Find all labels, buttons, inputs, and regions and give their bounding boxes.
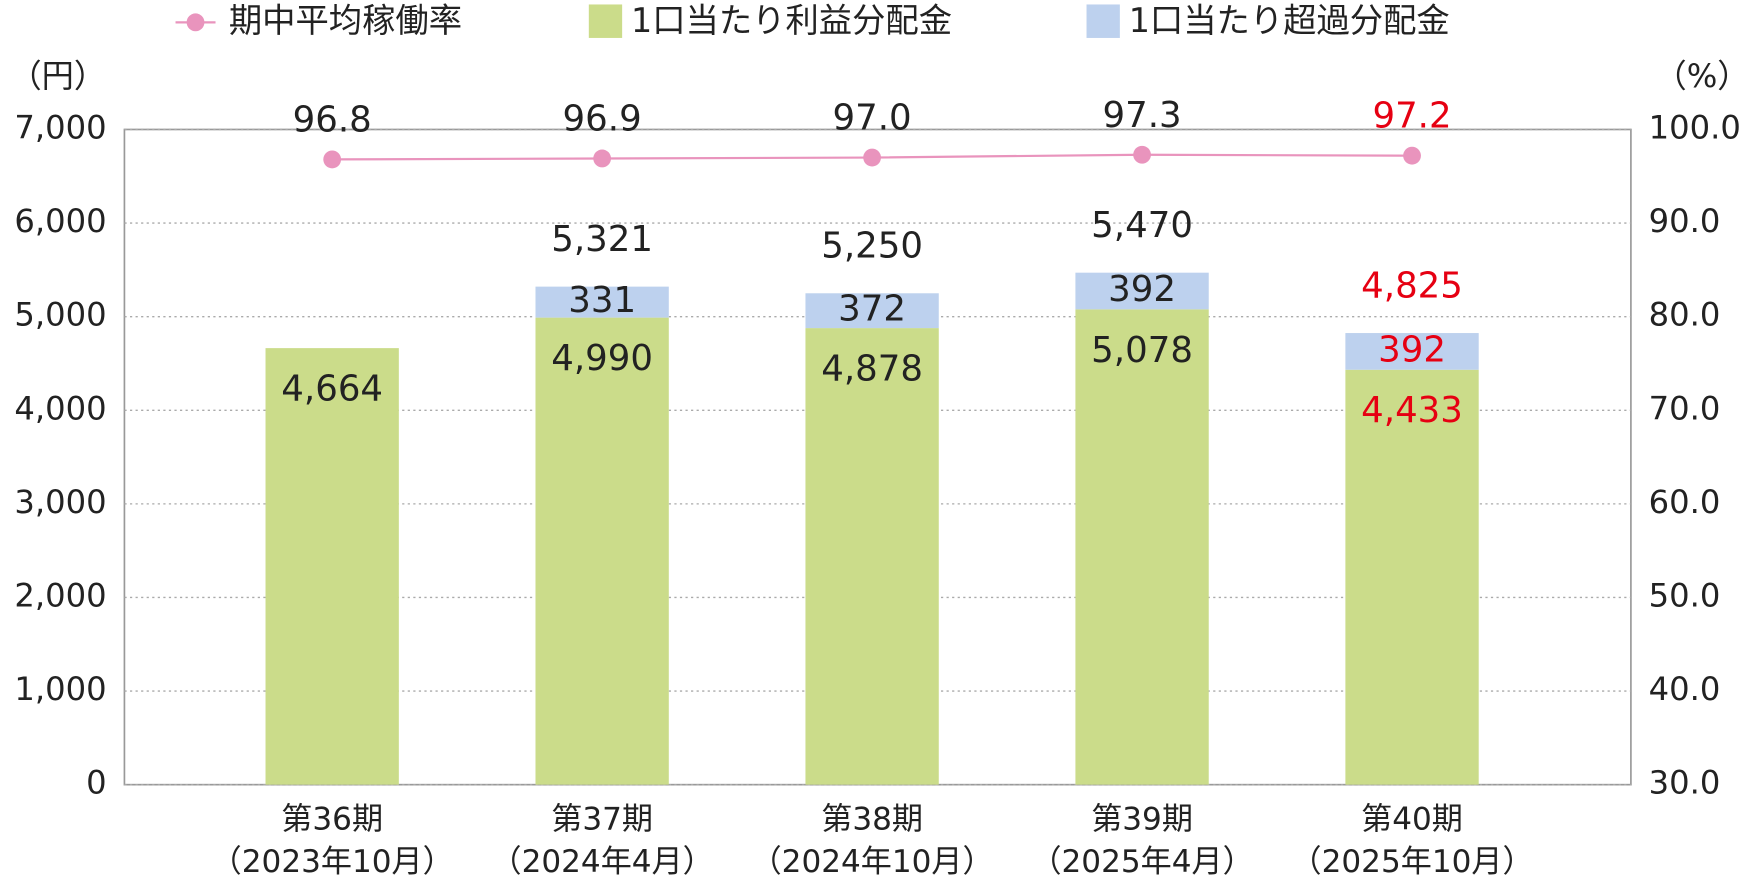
- total-label: 4,825: [1361, 265, 1463, 306]
- legend-label: 期中平均稼働率: [229, 1, 462, 40]
- bar-label: 5,078: [1091, 330, 1193, 371]
- y2-tick-label: 70.0: [1649, 389, 1721, 427]
- x-tick-sublabel: （2024年4月）: [491, 844, 714, 880]
- y-tick-label: 1,000: [14, 670, 106, 708]
- legend-marker: [186, 13, 205, 32]
- line-marker: [1403, 146, 1421, 165]
- legend-swatch: [1086, 4, 1120, 38]
- bar-label: 331: [568, 280, 636, 321]
- bar: [535, 317, 669, 785]
- y-tick-label: 3,000: [14, 483, 106, 521]
- x-tick-sublabel: （2025年4月）: [1030, 844, 1253, 880]
- line-label: 96.8: [293, 99, 372, 140]
- legend-label: 1口当たり超過分配金: [1129, 1, 1450, 40]
- x-tick-label: 第40期: [1361, 801, 1463, 837]
- y2-tick-label: 80.0: [1649, 296, 1721, 334]
- total-label: 5,250: [821, 225, 923, 266]
- y-tick-label: 5,000: [14, 296, 106, 334]
- bar-label: 4,433: [1361, 390, 1463, 431]
- y-tick-label: 7,000: [14, 108, 106, 146]
- line-label: 97.3: [1103, 95, 1182, 136]
- bar: [1345, 369, 1479, 785]
- y-axis-label: （円）: [9, 57, 106, 95]
- y2-tick-label: 30.0: [1649, 764, 1721, 802]
- x-tick-sublabel: （2024年10月）: [751, 844, 994, 880]
- bar-label: 4,664: [281, 368, 383, 409]
- bar: [535, 286, 669, 318]
- bar: [265, 348, 399, 785]
- line-marker: [323, 150, 342, 169]
- line-marker: [1133, 145, 1151, 164]
- y2-tick-label: 90.0: [1649, 202, 1721, 240]
- x-tick-label: 第38期: [821, 801, 923, 837]
- legend-swatch: [588, 4, 623, 38]
- line-label: 97.2: [1372, 96, 1451, 137]
- x-tick-label: 第36期: [281, 801, 383, 837]
- line-marker: [863, 148, 881, 167]
- bar: [1345, 333, 1479, 370]
- bar: [1075, 272, 1209, 310]
- bar-label: 4,878: [821, 348, 923, 389]
- legend-label: 1口当たり利益分配金: [631, 1, 952, 40]
- bar-label: 372: [838, 289, 906, 330]
- x-tick-sublabel: （2025年10月）: [1291, 844, 1534, 880]
- y2-tick-label: 100.0: [1649, 108, 1741, 146]
- line-marker: [593, 149, 612, 168]
- bar-label: 392: [1108, 269, 1176, 310]
- y2-tick-label: 60.0: [1649, 483, 1721, 521]
- bar-label: 4,990: [551, 338, 653, 379]
- y-tick-label: 0: [86, 764, 106, 802]
- y2-axis-label: （%）: [1654, 57, 1742, 95]
- line-label: 96.9: [563, 98, 642, 139]
- line-label: 97.0: [833, 98, 912, 139]
- bar: [805, 293, 939, 329]
- y-tick-label: 2,000: [14, 576, 106, 614]
- x-tick-label: 第39期: [1091, 801, 1193, 837]
- bar: [1075, 309, 1209, 785]
- total-label: 5,321: [551, 219, 653, 260]
- y2-tick-label: 50.0: [1649, 576, 1721, 614]
- y-tick-label: 6,000: [14, 202, 106, 240]
- x-tick-sublabel: （2023年10月）: [211, 844, 454, 880]
- bar: [805, 328, 939, 785]
- x-tick-label: 第37期: [551, 801, 653, 837]
- y2-tick-label: 40.0: [1649, 670, 1721, 708]
- bar-label: 392: [1378, 329, 1446, 370]
- total-label: 5,470: [1091, 205, 1193, 246]
- y-tick-label: 4,000: [14, 389, 106, 427]
